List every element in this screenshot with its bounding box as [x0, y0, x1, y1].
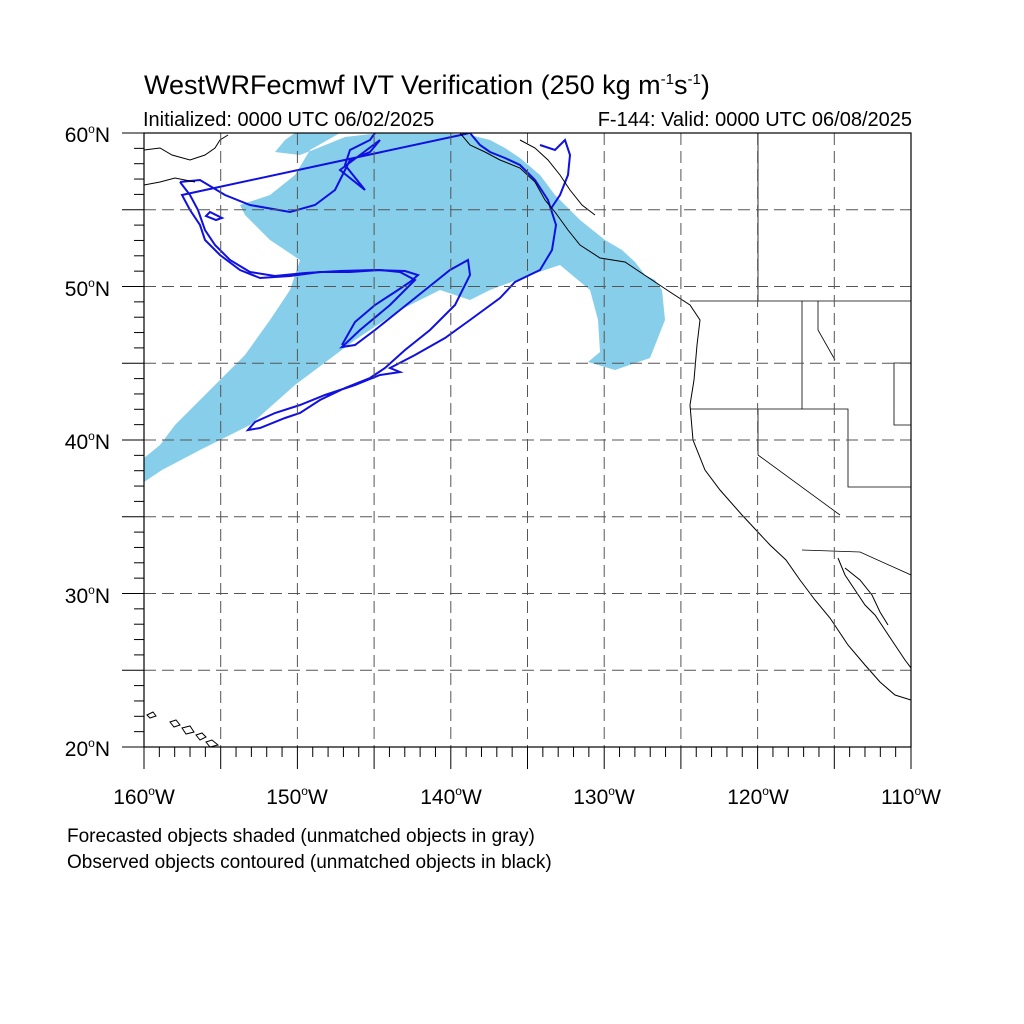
- map-title: WestWRFecmwf IVT Verification (250 kg m-…: [144, 70, 710, 100]
- lat-label-20: 20oN: [64, 736, 110, 761]
- axis-ticks: [122, 132, 912, 769]
- lon-label-120w: 120oW: [727, 784, 789, 809]
- forecast-note: Forecasted objects shaded (unmatched obj…: [67, 826, 535, 847]
- lat-lon-grid: [144, 133, 911, 747]
- lat-label-30: 30oN: [64, 583, 110, 608]
- observed-note: Observed objects contoured (unmatched ob…: [67, 852, 552, 873]
- coastline-west: [459, 133, 911, 701]
- observed-ivt-contour: [179, 133, 572, 432]
- lon-label-140w: 140oW: [420, 784, 482, 809]
- lon-label-130w: 130oW: [573, 784, 635, 809]
- lon-label-150w: 150oW: [266, 784, 328, 809]
- lat-label-60: 60oN: [64, 122, 110, 147]
- lon-label-110w: 110oW: [881, 784, 941, 809]
- initialized-time: Initialized: 0000 UTC 06/02/2025: [143, 109, 435, 131]
- valid-time: F-144: Valid: 0000 UTC 06/08/2025: [597, 109, 912, 131]
- lon-label-160w: 160oW: [113, 784, 175, 809]
- hawaii-islands-icon: [146, 711, 220, 747]
- lat-label-50: 50oN: [64, 276, 110, 301]
- coast-alaska: [144, 134, 596, 216]
- baja-coast: [837, 557, 911, 669]
- lat-label-40: 40oN: [64, 429, 110, 454]
- observed-ivt-contour-nw: [179, 181, 421, 346]
